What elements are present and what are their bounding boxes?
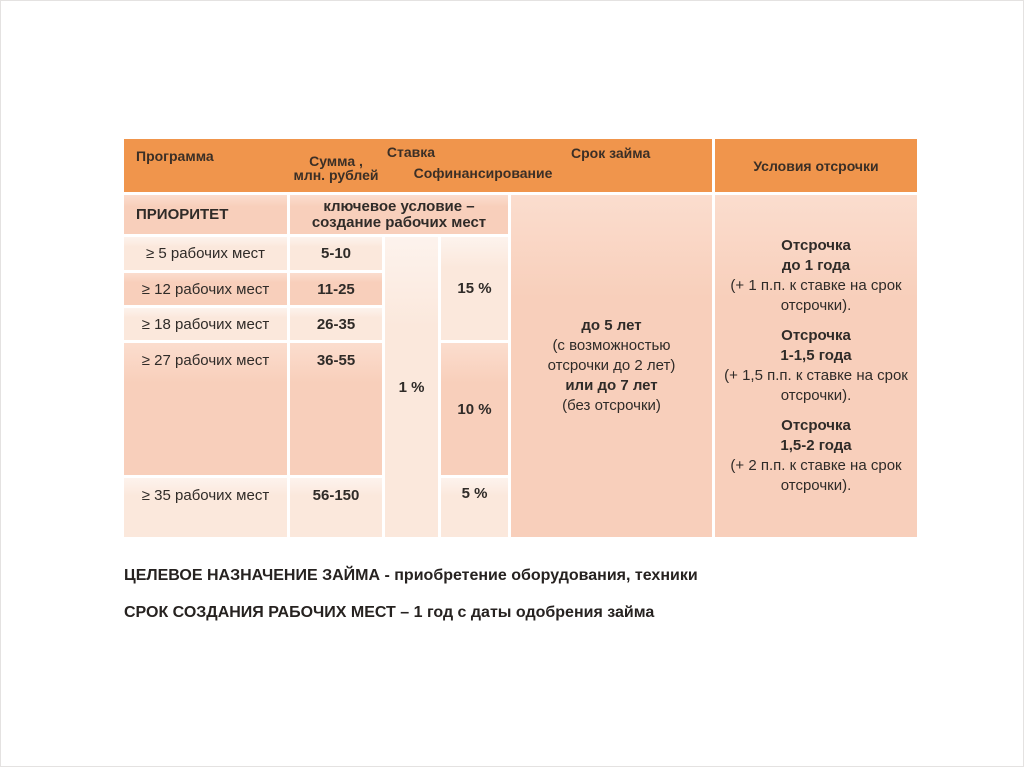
cell-cofinancing-15: 15 % — [441, 237, 508, 340]
table-body: ПРИОРИТЕТ ключевое условие – создание раб… — [124, 195, 917, 537]
header-cofinancing: Софинансирование — [413, 165, 553, 181]
table-header-row: Программа Ставка Сумма , млн. рублей Софи… — [124, 139, 917, 192]
footer-jobs-creation-term: СРОК СОЗДАНИЯ РАБОЧИХ МЕСТ – 1 год с дат… — [124, 604, 655, 621]
cell-sum-36-55: 36-55 — [290, 343, 382, 475]
cell-sum-56-150: 56-150 — [290, 478, 382, 537]
cell-cofinancing-10: 10 % — [441, 343, 508, 475]
cell-jobs-27: ≥ 27 рабочих мест — [124, 343, 287, 475]
cell-jobs-35: ≥ 35 рабочих мест — [124, 478, 287, 537]
deferral-block-2: Отсрочка 1-1,5 года (+ 1,5 п.п. к ставке… — [724, 327, 908, 404]
cell-rate-1-percent: 1 % — [385, 237, 438, 537]
footer-loan-purpose: ЦЕЛЕВОЕ НАЗНАЧЕНИЕ ЗАЙМА - приобретение … — [124, 567, 698, 584]
cell-deferral-conditions: Отсрочка до 1 года (+ 1 п.п. к ставке на… — [715, 195, 917, 537]
header-deferral-conditions: Условия отсрочки — [715, 139, 917, 192]
cell-jobs-18: ≥ 18 рабочих мест — [124, 308, 287, 340]
cell-sum-11-25: 11-25 — [290, 273, 382, 305]
cell-priority: ПРИОРИТЕТ — [124, 195, 287, 234]
cell-jobs-5: ≥ 5 рабочих мест — [124, 237, 287, 270]
cell-loan-term: до 5 лет (с возможностью отсрочки до 2 л… — [511, 195, 712, 537]
header-program: Программа — [136, 148, 214, 164]
deferral-block-1: Отсрочка до 1 года (+ 1 п.п. к ставке на… — [730, 237, 902, 314]
cell-sum-5-10: 5-10 — [290, 237, 382, 270]
loan-program-table: Программа Ставка Сумма , млн. рублей Софи… — [124, 139, 917, 537]
cell-key-condition: ключевое условие – создание рабочих мест — [290, 195, 508, 234]
header-loan-term: Срок займа — [571, 145, 651, 161]
cell-cofinancing-5: 5 % — [441, 478, 508, 537]
header-rate: Ставка — [386, 144, 436, 160]
cell-jobs-12: ≥ 12 рабочих мест — [124, 273, 287, 305]
header-sum: Сумма , млн. рублей — [293, 153, 379, 183]
deferral-block-3: Отсрочка 1,5-2 года (+ 2 п.п. к ставке н… — [730, 417, 902, 494]
table-header-main: Программа Ставка Сумма , млн. рублей Софи… — [124, 139, 712, 192]
cell-sum-26-35: 26-35 — [290, 308, 382, 340]
